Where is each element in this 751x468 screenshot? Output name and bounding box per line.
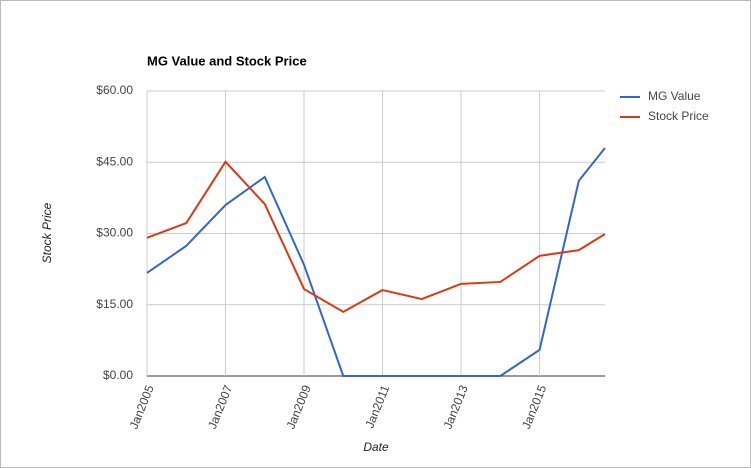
y-tick-label: $45.00 [96,154,133,168]
y-tick-label: $15.00 [96,297,133,311]
line-series [146,147,606,377]
legend-label: MG Value [648,89,701,103]
y-tick-label: $0.00 [103,368,133,382]
y-axis-title: Stock Price [40,202,54,263]
x-axis-title: Date [363,440,389,454]
chart-title: MG Value and Stock Price [147,53,307,68]
y-tick-label: $60.00 [96,83,133,97]
y-tick-label: $30.00 [96,226,133,240]
legend-label: Stock Price [648,109,709,123]
line-series [146,160,606,314]
